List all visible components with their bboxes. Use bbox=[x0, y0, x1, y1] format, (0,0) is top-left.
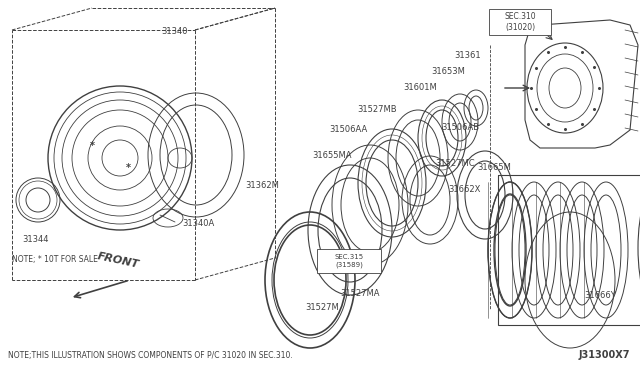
Text: 31344: 31344 bbox=[23, 235, 49, 244]
Text: J31300X7: J31300X7 bbox=[579, 350, 630, 360]
Text: 31340A: 31340A bbox=[182, 219, 214, 228]
Text: 31340: 31340 bbox=[162, 28, 188, 36]
Text: 31662X: 31662X bbox=[448, 186, 480, 195]
Text: 31506AA: 31506AA bbox=[329, 125, 367, 135]
Text: 31527MA: 31527MA bbox=[340, 289, 380, 298]
Text: 31527MB: 31527MB bbox=[357, 106, 397, 115]
Text: 31506AB: 31506AB bbox=[441, 124, 479, 132]
Text: FRONT: FRONT bbox=[96, 251, 140, 270]
Text: *: * bbox=[90, 141, 95, 151]
Text: 31362M: 31362M bbox=[245, 180, 279, 189]
FancyBboxPatch shape bbox=[317, 249, 381, 273]
Text: 31666Y: 31666Y bbox=[584, 291, 616, 299]
Text: 31665M: 31665M bbox=[477, 164, 511, 173]
Text: SEC.315
(31589): SEC.315 (31589) bbox=[335, 254, 364, 268]
Text: 31655MA: 31655MA bbox=[312, 151, 352, 160]
Text: *: * bbox=[125, 163, 131, 173]
Text: 31653M: 31653M bbox=[431, 67, 465, 77]
Text: NOTE;THIS ILLUSTRATION SHOWS COMPONENTS OF P/C 31020 IN SEC.310.: NOTE;THIS ILLUSTRATION SHOWS COMPONENTS … bbox=[8, 351, 292, 360]
Text: NOTE; * 10T FOR SALE: NOTE; * 10T FOR SALE bbox=[12, 255, 98, 264]
Text: 31527M: 31527M bbox=[305, 304, 339, 312]
FancyBboxPatch shape bbox=[489, 9, 551, 35]
Text: 31527MC: 31527MC bbox=[435, 158, 475, 167]
Text: 31601M: 31601M bbox=[403, 83, 437, 93]
Text: SEC.310
(31020): SEC.310 (31020) bbox=[504, 12, 536, 32]
Text: 31361: 31361 bbox=[454, 51, 481, 60]
